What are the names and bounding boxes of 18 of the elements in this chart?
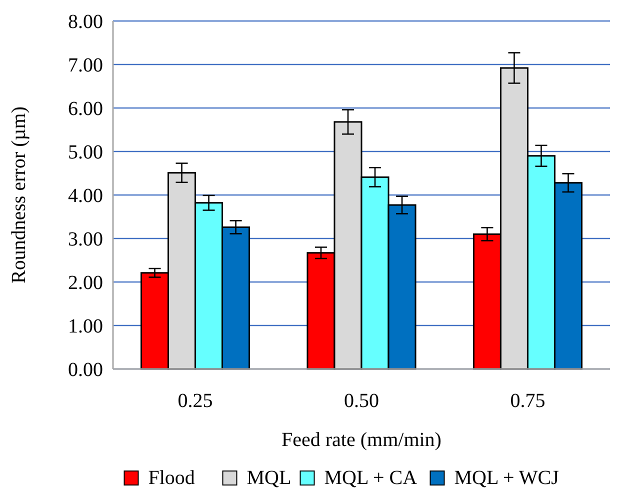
y-tick-label: 5.00 (68, 142, 103, 164)
legend-label: Flood (148, 467, 195, 489)
y-axis-title: Roundness error (µm) (8, 106, 30, 284)
y-tick-label: 3.00 (68, 228, 103, 250)
y-tick-label: 0.00 (68, 359, 103, 381)
legend-label: MQL + CA (324, 467, 418, 489)
x-tick-label: 0.75 (510, 390, 546, 412)
y-tick-label: 6.00 (68, 98, 103, 120)
x-tick-label: 0.25 (178, 390, 213, 412)
x-tick-label: 0.50 (344, 390, 379, 412)
y-tick-label: 7.00 (68, 54, 103, 76)
y-tick-label: 2.00 (68, 272, 103, 294)
legend-label: MQL (246, 467, 292, 489)
y-tick-label: 8.00 (68, 11, 103, 33)
x-axis-title: Feed rate (mm/min) (282, 429, 442, 451)
y-tick-label: 1.00 (68, 316, 103, 338)
legend-label: MQL + WCJ (454, 467, 560, 489)
y-tick-label: 4.00 (68, 185, 103, 207)
